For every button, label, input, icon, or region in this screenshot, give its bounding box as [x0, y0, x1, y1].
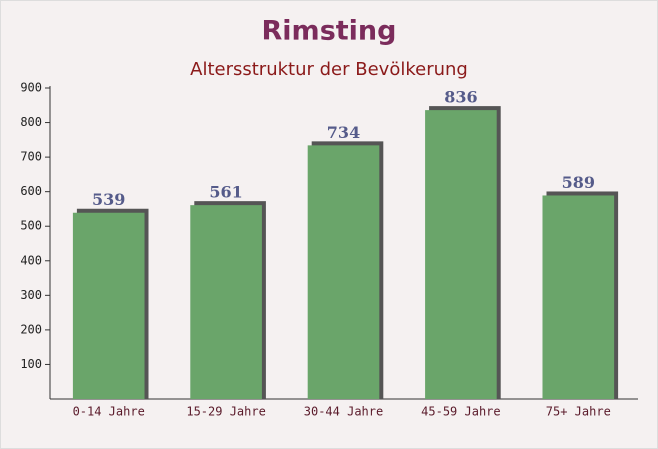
y-tick-label: 300	[20, 288, 42, 302]
y-tick-label: 800	[20, 115, 42, 129]
bar	[72, 212, 145, 399]
value-label: 539	[92, 190, 125, 209]
bar	[542, 195, 615, 399]
value-label: 561	[209, 183, 242, 202]
x-tick-label: 30-44 Jahre	[304, 405, 383, 419]
y-tick-label: 500	[20, 219, 42, 233]
x-tick-label: 75+ Jahre	[546, 405, 611, 419]
bar	[425, 110, 497, 400]
y-tick-label: 600	[20, 184, 42, 198]
chart-subtitle: Altersstruktur der Bevölkerung	[190, 59, 468, 80]
value-label: 589	[562, 173, 595, 192]
x-tick-label: 0-14 Jahre	[73, 405, 145, 419]
bar	[190, 205, 262, 399]
y-tick-label: 900	[20, 81, 42, 95]
value-label: 836	[444, 88, 477, 107]
y-tick-label: 700	[20, 150, 42, 164]
x-tick-label: 15-29 Jahre	[186, 405, 265, 419]
value-label: 734	[327, 123, 360, 142]
x-tick-label: 45-59 Jahre	[421, 405, 500, 419]
y-tick-label: 200	[20, 322, 42, 336]
y-tick-label: 100	[20, 357, 42, 371]
chart-title: Rimsting	[262, 16, 397, 47]
y-tick-label: 400	[20, 253, 42, 267]
bar	[307, 145, 380, 399]
